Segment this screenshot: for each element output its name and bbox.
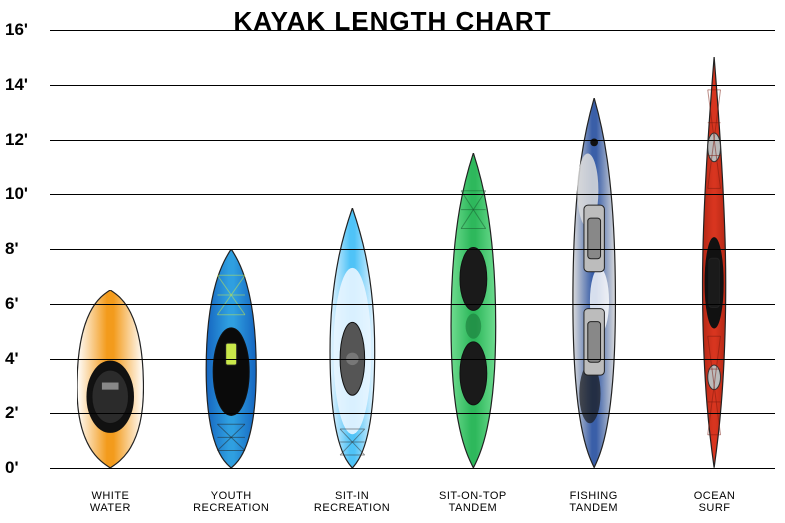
gridline — [50, 249, 775, 250]
x-axis-label: YOUTH RECREATION — [171, 490, 292, 515]
gridline — [50, 140, 775, 141]
gridline — [50, 30, 775, 31]
y-axis-label: 6' — [5, 294, 45, 314]
y-axis-label: 16' — [5, 20, 45, 40]
gridline — [50, 413, 775, 414]
kayak-icon — [696, 57, 732, 468]
y-axis-label: 8' — [5, 239, 45, 259]
y-axis-label: 12' — [5, 130, 45, 150]
gridline — [50, 85, 775, 86]
kayak-icon — [448, 153, 499, 468]
y-axis-label: 4' — [5, 349, 45, 369]
y-axis-label: 2' — [5, 403, 45, 423]
gridline — [50, 359, 775, 360]
x-axis-label: OCEAN SURF — [654, 490, 775, 515]
gridline — [50, 468, 775, 469]
x-axis-label: SIT-IN RECREATION — [292, 490, 413, 515]
y-axis-label: 0' — [5, 458, 45, 478]
kayak-icon — [77, 290, 143, 468]
chart-area: 0'2'4'6'8'10'12'14'16' — [50, 30, 775, 468]
y-axis-label: 10' — [5, 184, 45, 204]
gridline — [50, 194, 775, 195]
x-axis-label: WHITE WATER — [50, 490, 171, 515]
x-axis-labels: WHITE WATERYOUTH RECREATIONSIT-IN RECREA… — [50, 490, 775, 515]
kayak-icon — [327, 208, 378, 468]
gridline — [50, 304, 775, 305]
x-axis-label: SIT-ON-TOP TANDEM — [412, 490, 533, 515]
x-axis-label: FISHING TANDEM — [533, 490, 654, 515]
y-axis-label: 14' — [5, 75, 45, 95]
